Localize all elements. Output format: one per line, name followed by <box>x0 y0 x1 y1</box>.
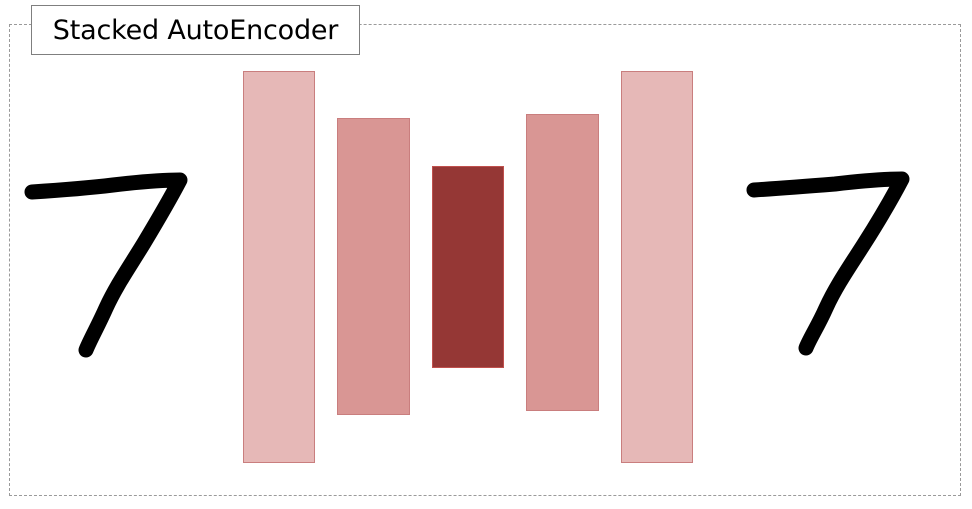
output-digit-image <box>746 171 910 356</box>
decoder-output-layer <box>621 71 693 463</box>
input-digit-image <box>24 172 188 358</box>
decoder-hidden-layer <box>526 114 599 411</box>
diagram-title: Stacked AutoEncoder <box>31 5 360 55</box>
code-layer <box>432 166 504 368</box>
diagram-frame <box>9 24 961 496</box>
diagram-title-text: Stacked AutoEncoder <box>52 14 339 46</box>
encoder-input-layer <box>243 71 315 463</box>
encoder-hidden-layer <box>337 118 410 415</box>
